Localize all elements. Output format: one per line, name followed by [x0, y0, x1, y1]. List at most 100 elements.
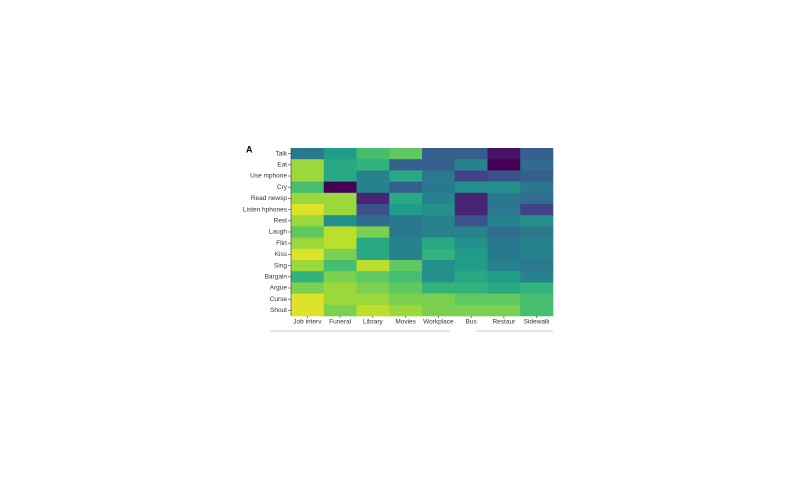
cell: [422, 271, 456, 283]
y-tick-label: Argue: [270, 285, 288, 292]
cell: [323, 282, 357, 294]
cell: [520, 226, 554, 238]
cell: [291, 260, 325, 272]
cell: [487, 237, 521, 250]
cell: [487, 215, 521, 227]
x-tick-label: Funeral: [329, 319, 352, 326]
cell: [454, 226, 488, 238]
cell: [422, 293, 456, 306]
cell: [422, 159, 456, 171]
cell: [454, 192, 488, 205]
cell: [520, 170, 554, 182]
cell: [487, 204, 521, 216]
y-tick-label: Read newsp: [251, 195, 288, 202]
panel-label: A: [246, 144, 253, 154]
cell: [291, 226, 325, 238]
cell: [422, 248, 456, 261]
y-tick-label: Eat: [277, 162, 287, 169]
y-tick-label: Cry: [277, 184, 288, 191]
cell: [356, 159, 390, 171]
cell: [389, 204, 423, 216]
cell: [520, 282, 554, 294]
cell: [323, 192, 357, 205]
cell: [422, 204, 456, 216]
cell: [356, 271, 390, 283]
cell: [454, 260, 488, 272]
cell: [520, 293, 554, 306]
cell: [487, 260, 521, 272]
cell: [291, 248, 325, 261]
cell: [520, 181, 554, 194]
cell: [520, 215, 554, 227]
y-tick-label: Talk: [275, 150, 287, 157]
cell: [520, 204, 554, 216]
cell: [487, 304, 521, 317]
y-tick-label: Listen hphones: [243, 206, 288, 213]
cell: [454, 304, 488, 317]
cell: [323, 271, 357, 283]
cell: [356, 192, 390, 205]
cell: [389, 282, 423, 294]
cell: [356, 304, 390, 317]
cell: [356, 170, 390, 182]
cell: [323, 204, 357, 216]
cell: [487, 226, 521, 238]
cell: [389, 304, 423, 317]
cell: [356, 282, 390, 294]
cell: [291, 192, 325, 205]
cell: [291, 282, 325, 294]
cell: [356, 248, 390, 261]
cell: [291, 271, 325, 283]
cell: [389, 215, 423, 227]
cell: [323, 181, 357, 194]
cell: [520, 271, 554, 283]
cell: [291, 304, 325, 317]
cell: [454, 271, 488, 283]
cell: [323, 170, 357, 182]
cell: [291, 237, 325, 250]
cell: [389, 293, 423, 306]
cell: [487, 271, 521, 283]
cell: [454, 148, 488, 160]
cell: [487, 293, 521, 306]
cell: [454, 159, 488, 171]
cell: [422, 192, 456, 205]
cell: [323, 293, 357, 306]
cell: [487, 170, 521, 182]
cell: [487, 192, 521, 205]
cell: [323, 215, 357, 227]
cell: [422, 170, 456, 182]
y-tick-label: Laugh: [269, 229, 287, 236]
cell: [520, 304, 554, 317]
cell: [389, 248, 423, 261]
cell: [323, 248, 357, 261]
cell: [291, 148, 325, 160]
x-tick-label: Bus: [466, 319, 478, 326]
y-tick-label: Curse: [270, 296, 288, 303]
cell: [520, 148, 554, 160]
cell: [454, 293, 488, 306]
cell: [323, 226, 357, 238]
cell: [389, 159, 423, 171]
cell: [422, 181, 456, 194]
cell: [520, 248, 554, 261]
cell: [323, 304, 357, 317]
cell: [356, 237, 390, 250]
cell: [422, 226, 456, 238]
cell: [323, 237, 357, 250]
y-tick-label: Shout: [270, 307, 287, 314]
cell: [487, 148, 521, 160]
cell: [356, 148, 390, 160]
cell: [487, 248, 521, 261]
cell: [389, 260, 423, 272]
x-tick-label: Library: [363, 319, 384, 326]
cell: [356, 226, 390, 238]
cell: [291, 204, 325, 216]
cell: [356, 204, 390, 216]
y-tick-label: Use mphone: [250, 173, 287, 180]
cell: [422, 260, 456, 272]
cell: [389, 148, 423, 160]
cell: [454, 170, 488, 182]
cell: [291, 215, 325, 227]
